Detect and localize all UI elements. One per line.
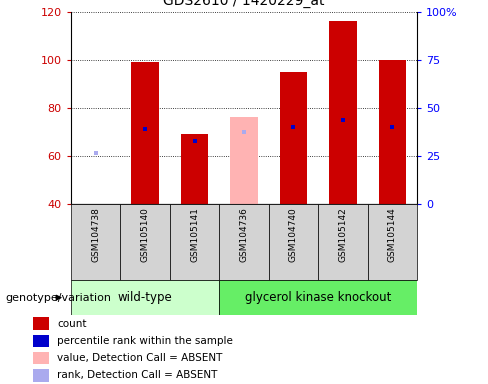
Text: glycerol kinase knockout: glycerol kinase knockout <box>245 291 391 304</box>
Bar <box>71 204 120 280</box>
Bar <box>170 204 219 280</box>
Bar <box>120 204 170 280</box>
Bar <box>71 280 219 315</box>
Bar <box>280 71 307 204</box>
Bar <box>181 134 208 204</box>
Title: GDS2610 / 1420229_at: GDS2610 / 1420229_at <box>163 0 325 8</box>
Bar <box>33 352 49 364</box>
Text: wild-type: wild-type <box>118 291 172 304</box>
Text: GSM104740: GSM104740 <box>289 207 298 262</box>
Text: GSM105144: GSM105144 <box>388 207 397 262</box>
Bar <box>269 204 318 280</box>
Text: count: count <box>58 318 87 329</box>
Text: percentile rank within the sample: percentile rank within the sample <box>58 336 233 346</box>
Text: GSM104736: GSM104736 <box>240 207 248 262</box>
Bar <box>131 62 159 204</box>
Bar <box>33 317 49 330</box>
Bar <box>318 204 368 280</box>
Bar <box>329 21 357 204</box>
Bar <box>219 204 269 280</box>
Bar <box>379 60 406 204</box>
Text: value, Detection Call = ABSENT: value, Detection Call = ABSENT <box>58 353 223 363</box>
Text: GSM104738: GSM104738 <box>91 207 100 262</box>
Bar <box>219 280 417 315</box>
Text: genotype/variation: genotype/variation <box>5 293 111 303</box>
Text: GSM105141: GSM105141 <box>190 207 199 262</box>
Bar <box>368 204 417 280</box>
Text: GSM105140: GSM105140 <box>141 207 149 262</box>
Text: GSM105142: GSM105142 <box>339 207 347 262</box>
Text: rank, Detection Call = ABSENT: rank, Detection Call = ABSENT <box>58 370 218 381</box>
Bar <box>33 369 49 382</box>
Bar <box>230 117 258 204</box>
Bar <box>33 334 49 347</box>
